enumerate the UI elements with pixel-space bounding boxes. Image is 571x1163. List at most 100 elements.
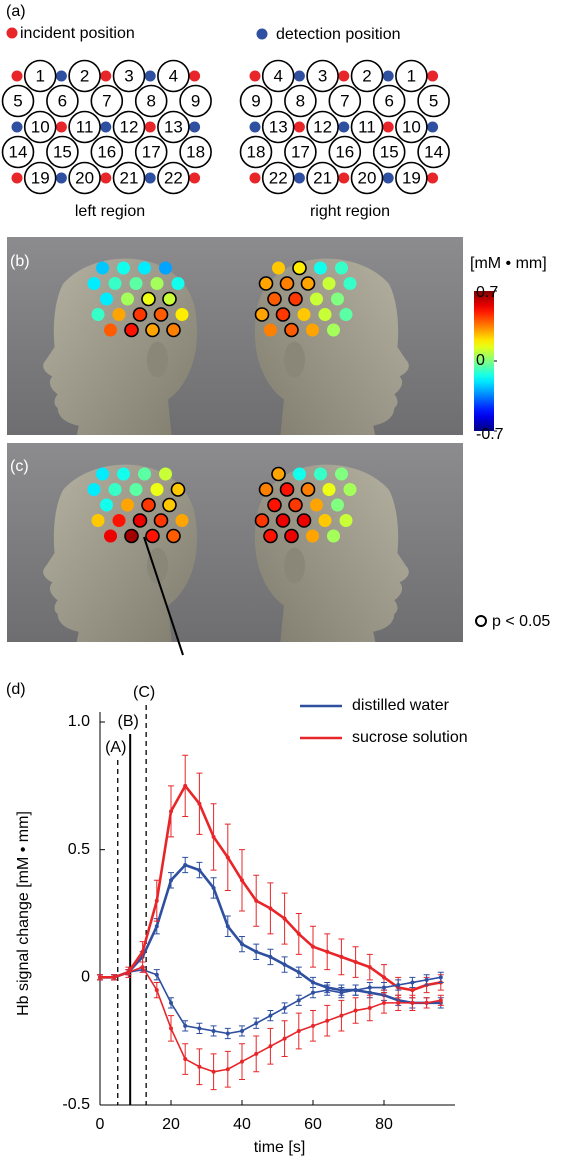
channel-dot: [277, 514, 290, 527]
channel-dot: [125, 530, 138, 543]
series-line: [100, 970, 441, 1034]
channel-number: 16: [335, 142, 354, 161]
channel-dot: [88, 277, 101, 290]
channel-number: 12: [120, 117, 139, 136]
detection-dot: [383, 71, 394, 82]
channel-number: 17: [291, 142, 310, 161]
page-body: (a) incident position detection position…: [0, 0, 571, 1163]
channel-number: 22: [269, 168, 288, 187]
y-axis-label: Hb signal change [mM • mm]: [15, 811, 32, 1016]
channel-dot: [264, 324, 277, 337]
incident-dot: [250, 173, 261, 184]
detection-dot: [294, 71, 305, 82]
channel-number: 6: [384, 91, 393, 110]
channel-dot: [167, 530, 180, 543]
point: [254, 1021, 258, 1025]
channel-dot: [302, 277, 315, 290]
channel-dot: [340, 514, 353, 527]
channel-dot: [100, 499, 113, 512]
channel-dot: [130, 277, 143, 290]
y-tick-label: -0.5: [62, 1096, 90, 1113]
point: [197, 1026, 201, 1030]
point: [368, 1006, 372, 1010]
channel-dot: [327, 324, 340, 337]
point: [254, 1052, 258, 1056]
channel-dot: [109, 277, 122, 290]
point: [141, 950, 145, 954]
point: [396, 983, 400, 987]
region-caption: left region: [75, 203, 145, 220]
channel-dot: [159, 468, 172, 481]
channel-dot: [281, 277, 294, 290]
channel-dot: [306, 324, 319, 337]
incident-dot: [338, 173, 349, 184]
channel-dot: [310, 499, 323, 512]
legend-text: incident position: [20, 25, 135, 42]
y-tick-label: 0.5: [68, 841, 90, 858]
channel-number: 20: [75, 168, 94, 187]
channel-number: 4: [169, 66, 178, 85]
point: [183, 1057, 187, 1061]
point: [226, 1032, 230, 1036]
incident-dot: [12, 71, 23, 82]
channel-dot: [92, 514, 105, 527]
channel-dot: [264, 530, 277, 543]
point: [339, 991, 343, 995]
channel-dot: [272, 468, 285, 481]
point: [155, 973, 159, 977]
detection-dot: [189, 122, 200, 133]
series: [97, 962, 444, 1090]
incident-dot: [189, 71, 200, 82]
channel-dot: [298, 308, 311, 321]
incident-dot: [56, 122, 67, 133]
point: [183, 1024, 187, 1028]
channel-dot: [281, 483, 294, 496]
channel-dot: [121, 499, 134, 512]
point: [212, 886, 216, 890]
channel-dot: [293, 262, 306, 275]
point: [240, 1029, 244, 1033]
channel-number: 19: [31, 168, 50, 187]
channel-number: 2: [362, 66, 371, 85]
detection-dot: [145, 71, 156, 82]
photo-c: [7, 443, 463, 658]
channel-dot: [134, 514, 147, 527]
channel-number: 1: [35, 66, 44, 85]
incident-dot: [100, 173, 111, 184]
x-axis-label: time [s]: [254, 1139, 306, 1156]
channel-dot: [335, 262, 348, 275]
channel-dot: [96, 262, 109, 275]
channel-dot: [92, 308, 105, 321]
point: [254, 950, 258, 954]
point: [311, 991, 315, 995]
point: [354, 1009, 358, 1013]
channel-number: 16: [97, 142, 116, 161]
channel-dot: [142, 499, 155, 512]
point: [283, 917, 287, 921]
channel-dot: [298, 514, 311, 527]
channel-dot: [323, 277, 336, 290]
point: [240, 1060, 244, 1064]
detection-icon: [257, 29, 268, 40]
point: [183, 784, 187, 788]
channel-number: 14: [424, 142, 443, 161]
colorbar: -0.700.7: [474, 284, 504, 443]
point: [439, 975, 443, 979]
channel-number: 11: [76, 117, 94, 136]
point: [98, 975, 102, 979]
region-caption: right region: [310, 203, 390, 220]
channel-dot: [176, 308, 189, 321]
channel-number: 7: [102, 91, 111, 110]
incident-icon: [7, 28, 18, 39]
channel-dot: [130, 483, 143, 496]
x-tick-label: 20: [162, 1116, 180, 1133]
point: [311, 980, 315, 984]
channel-number: 10: [402, 117, 421, 136]
channel-number: 13: [269, 117, 288, 136]
channel-number: 5: [429, 91, 438, 110]
point: [325, 950, 329, 954]
point: [226, 855, 230, 859]
channel-dot: [113, 514, 126, 527]
